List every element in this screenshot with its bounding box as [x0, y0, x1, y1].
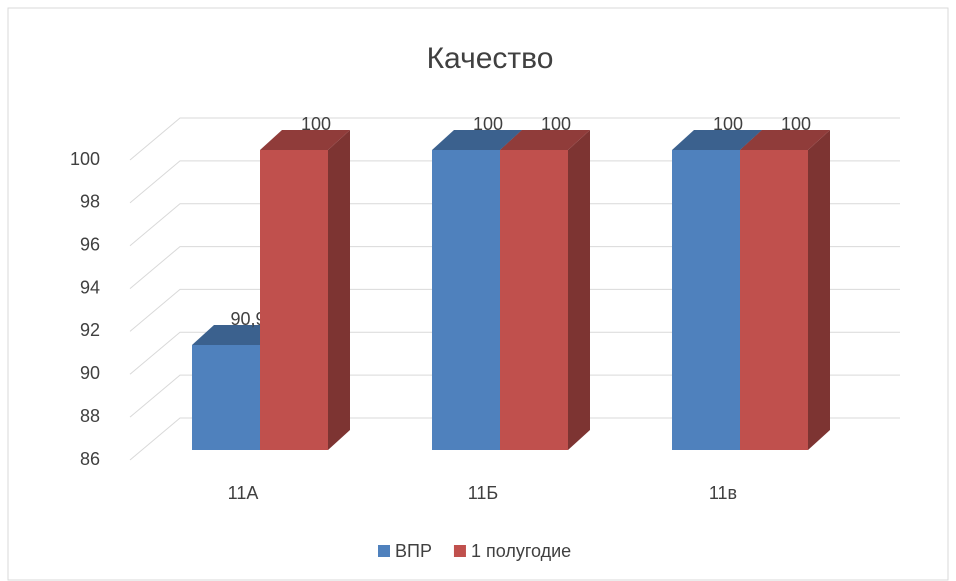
legend-label: 1 полугодие	[471, 541, 571, 561]
value-label: 100	[713, 114, 743, 134]
bar-front	[500, 150, 568, 450]
bar-side	[808, 130, 830, 450]
grid-line	[129, 203, 900, 247]
bar-front	[260, 150, 328, 450]
y-tick-label: 90	[80, 363, 100, 383]
value-label: 100	[781, 114, 811, 134]
value-label: 100	[473, 114, 503, 134]
y-tick-label: 86	[80, 449, 100, 469]
y-tick-label: 94	[80, 277, 100, 297]
y-tick-label: 92	[80, 320, 100, 340]
y-tick-label: 96	[80, 234, 100, 254]
bar-side	[328, 130, 350, 450]
legend-swatch	[453, 545, 466, 557]
bar-top	[192, 325, 282, 345]
x-tick-label: 11в	[709, 483, 737, 503]
bar-side	[568, 130, 590, 450]
bar-front	[192, 345, 260, 450]
bar	[500, 130, 590, 450]
bar-top	[672, 130, 762, 150]
bar	[260, 130, 350, 450]
grid-line	[129, 374, 900, 418]
value-label: 100	[301, 114, 331, 134]
y-tick-label: 88	[80, 406, 100, 426]
bar-top	[740, 130, 830, 150]
value-label: 90,9	[230, 309, 265, 329]
y-tick-label: 100	[70, 149, 100, 169]
legend-swatch	[378, 545, 390, 557]
x-tick-label: 11А	[228, 483, 259, 503]
bar-front	[432, 150, 500, 450]
bar	[740, 130, 830, 450]
x-tick-label: 11Б	[468, 483, 499, 503]
bar-top	[260, 130, 350, 150]
bar-front	[672, 150, 740, 450]
grid-line	[129, 288, 900, 332]
y-tick-label: 98	[80, 192, 100, 212]
bar-front	[740, 150, 808, 450]
grid-line	[129, 117, 900, 161]
grid-line	[129, 417, 900, 461]
grid-line	[129, 331, 900, 375]
grid-line	[129, 160, 900, 204]
grid-line	[129, 246, 900, 289]
bar-top	[500, 130, 590, 150]
legend-label: ВПР	[395, 541, 432, 561]
value-label: 100	[541, 114, 571, 134]
bar-top	[432, 130, 522, 150]
chart-title: Качество	[427, 42, 554, 75]
